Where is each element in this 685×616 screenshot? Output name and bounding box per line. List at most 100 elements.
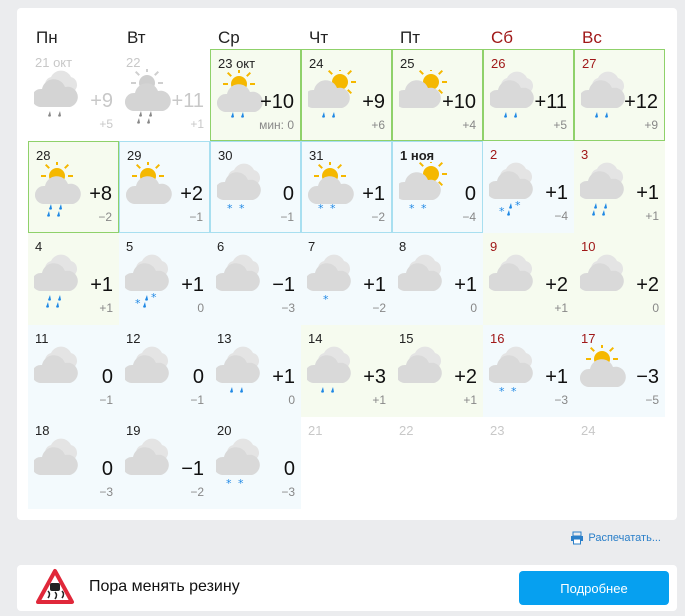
sun-cloud-rain-icon: [217, 70, 263, 118]
day-date: 26: [491, 56, 506, 71]
day-cell[interactable]: 22 +11 +1: [119, 49, 210, 141]
weekday-header: Вс: [582, 28, 602, 47]
svg-text:*: *: [323, 293, 329, 306]
max-temp: +1: [545, 366, 568, 388]
day-cell[interactable]: 25 +10 +4: [392, 49, 483, 141]
day-cell[interactable]: 3 +1 +1: [574, 141, 665, 233]
svg-text:*: *: [227, 202, 233, 215]
svg-text:*: *: [226, 477, 232, 490]
day-cell[interactable]: 18 0 −3: [28, 417, 119, 509]
day-cell[interactable]: 13 +1 0: [210, 325, 301, 417]
day-date: 11: [35, 331, 49, 346]
cloud-sun-none-icon: [399, 70, 447, 108]
cloud-none-icon: [125, 438, 169, 475]
max-temp: +12: [624, 91, 658, 113]
svg-text:*: *: [318, 202, 324, 215]
day-cell[interactable]: 16 * * +1 −3: [483, 325, 574, 417]
min-temp: −3: [99, 485, 113, 499]
min-temp: 0: [288, 393, 295, 407]
day-cell[interactable]: 14 +3 +1: [301, 325, 392, 417]
max-temp: +2: [636, 274, 659, 296]
details-button[interactable]: Подробнее: [519, 571, 669, 605]
day-date: 20: [217, 423, 232, 438]
day-cell[interactable]: 20 * * 0 −3: [210, 417, 301, 509]
day-cell[interactable]: 24 +9 +6: [301, 49, 392, 141]
cloud-none-icon: [34, 438, 78, 475]
cloud-none-icon: [216, 254, 260, 291]
day-cell[interactable]: 19 −1 −2: [119, 417, 210, 509]
cloud-rain-icon: [34, 70, 78, 117]
day-date: 10: [581, 239, 596, 254]
svg-text:*: *: [499, 385, 505, 398]
day-cell[interactable]: 2 * * +1 −4: [483, 141, 574, 233]
weather-calendar: Пн Вт Ср Чт Пт Сб Вс 21 окт +9 +5 22 +11 +1 23 окт +10…: [17, 8, 677, 520]
day-cell: 21: [301, 417, 392, 509]
svg-text:*: *: [330, 202, 336, 215]
max-temp: +1: [636, 182, 659, 204]
max-temp: +1: [362, 183, 385, 205]
min-temp: −2: [371, 210, 385, 224]
slippery-road-icon: [36, 569, 74, 604]
day-date: 23: [490, 423, 505, 438]
day-date: 24: [581, 423, 596, 438]
min-temp: −4: [462, 210, 476, 224]
cloud-snow-icon: * *: [489, 346, 533, 398]
day-cell[interactable]: 28 +8 −2: [28, 141, 119, 233]
day-cell[interactable]: 30 * * 0 −1: [210, 141, 301, 233]
sun-cloud-none-icon: [580, 345, 626, 387]
max-temp: −1: [181, 458, 204, 480]
min-temp: +9: [644, 118, 658, 132]
day-cell[interactable]: 31 * * +1 −2: [301, 141, 392, 233]
day-date: 9: [490, 239, 498, 254]
day-cell[interactable]: 21 окт +9 +5: [28, 49, 119, 141]
day-cell[interactable]: 9 +2 +1: [483, 233, 574, 325]
day-cell[interactable]: 17 −3 −5: [574, 325, 665, 417]
day-cell[interactable]: 11 0 −1: [28, 325, 119, 417]
max-temp: 0: [464, 183, 476, 205]
max-temp: +9: [362, 91, 385, 113]
day-date: 17: [581, 331, 596, 346]
min-temp: +6: [371, 118, 385, 132]
sun-cloud-none-icon: [126, 162, 172, 204]
cloud-heavy-rain-icon: [34, 254, 78, 308]
day-cell[interactable]: 1 ноя * * 0 −4: [392, 141, 483, 233]
day-cell[interactable]: 12 0 −1: [119, 325, 210, 417]
cloud-snow-icon: * *: [216, 438, 260, 490]
svg-text:*: *: [421, 202, 427, 215]
cloud-rain-icon: [307, 346, 351, 393]
day-cell[interactable]: 8 +1 0: [392, 233, 483, 325]
day-date: 13: [217, 331, 232, 346]
day-cell[interactable]: 26 +11 +5: [483, 49, 574, 141]
max-temp: +2: [454, 366, 477, 388]
cloud-snow-icon: * *: [217, 163, 261, 215]
day-cell[interactable]: 15 +2 +1: [392, 325, 483, 417]
min-temp: +5: [553, 118, 567, 132]
day-cell[interactable]: 27 +12 +9: [574, 49, 665, 141]
day-date: 22: [399, 423, 414, 438]
day-cell[interactable]: 6 −1 −3: [210, 233, 301, 325]
day-date: 25: [400, 56, 415, 71]
day-cell[interactable]: 5 * * +1 0: [119, 233, 210, 325]
day-date: 18: [35, 423, 50, 438]
day-cell[interactable]: 23 окт +10 мин: 0: [210, 49, 301, 141]
day-date: 8: [399, 239, 407, 254]
svg-text:*: *: [135, 297, 141, 309]
svg-text:*: *: [409, 202, 415, 215]
printer-icon: [571, 531, 584, 545]
day-date: 24: [309, 56, 324, 71]
max-temp: +3: [363, 366, 386, 388]
min-temp: −2: [372, 301, 386, 315]
day-cell[interactable]: 7 * +1 −2: [301, 233, 392, 325]
svg-text:*: *: [515, 199, 521, 212]
cloud-none-icon: [398, 346, 442, 383]
day-cell[interactable]: 10 +2 0: [574, 233, 665, 325]
cloud-none-icon: [580, 254, 624, 291]
print-link[interactable]: Распечатать...: [570, 531, 661, 545]
day-date: 1 ноя: [400, 148, 435, 163]
max-temp: +2: [545, 274, 568, 296]
max-temp: +1: [454, 274, 477, 296]
day-cell[interactable]: 4 +1 +1: [28, 233, 119, 325]
day-date: 2: [490, 147, 498, 162]
day-cell[interactable]: 29 +2 −1: [119, 141, 210, 233]
weekday-header: Пн: [36, 28, 58, 47]
